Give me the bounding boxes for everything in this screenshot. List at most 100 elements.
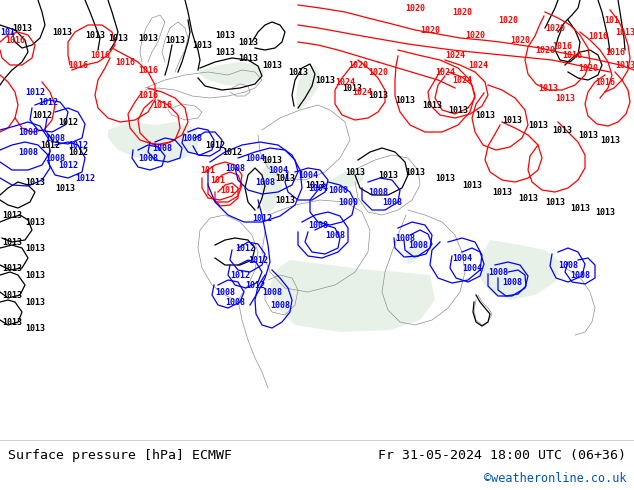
Text: 1008: 1008 xyxy=(215,288,235,296)
Text: 1013: 1013 xyxy=(342,83,362,93)
Text: 1008: 1008 xyxy=(502,277,522,287)
Text: 1013: 1013 xyxy=(615,60,634,70)
Text: 1013: 1013 xyxy=(492,188,512,196)
Text: 1013: 1013 xyxy=(165,35,185,45)
Text: 1013: 1013 xyxy=(538,83,558,93)
Text: 1016: 1016 xyxy=(552,42,572,50)
Text: 1004: 1004 xyxy=(268,166,288,174)
Text: 1008: 1008 xyxy=(225,164,245,172)
Text: 1016: 1016 xyxy=(68,60,88,70)
Text: 1013: 1013 xyxy=(288,68,308,76)
Text: 1016: 1016 xyxy=(138,66,158,74)
Text: 1013: 1013 xyxy=(238,53,258,63)
Text: 1004: 1004 xyxy=(298,171,318,179)
Text: 1013: 1013 xyxy=(238,38,258,47)
Text: 1008: 1008 xyxy=(408,241,428,249)
Text: 1012: 1012 xyxy=(205,141,225,149)
Text: 1008: 1008 xyxy=(270,300,290,310)
Text: 101: 101 xyxy=(604,16,619,24)
Polygon shape xyxy=(296,65,320,110)
Text: 1012: 1012 xyxy=(68,147,88,156)
Text: 1020: 1020 xyxy=(348,60,368,70)
Text: 1016: 1016 xyxy=(90,50,110,59)
Text: 1013: 1013 xyxy=(2,291,22,299)
Text: 1013: 1013 xyxy=(138,33,158,43)
Text: 1012: 1012 xyxy=(235,244,255,252)
Polygon shape xyxy=(478,240,560,300)
Text: 1013: 1013 xyxy=(395,96,415,104)
Text: 1008: 1008 xyxy=(308,220,328,229)
Text: 1013: 1013 xyxy=(215,30,235,40)
Text: 1013: 1013 xyxy=(2,238,22,246)
Text: 1012: 1012 xyxy=(252,214,272,222)
Text: 1013: 1013 xyxy=(595,207,615,217)
Text: 1008: 1008 xyxy=(182,133,202,143)
Text: 1013: 1013 xyxy=(462,180,482,190)
Text: 1013: 1013 xyxy=(275,196,295,204)
Text: 1000: 1000 xyxy=(338,197,358,206)
Text: 1013: 1013 xyxy=(545,197,565,206)
Text: 1008: 1008 xyxy=(255,177,275,187)
Text: ©weatheronline.co.uk: ©weatheronline.co.uk xyxy=(484,472,626,485)
Text: 1013: 1013 xyxy=(305,180,325,190)
Text: 1020: 1020 xyxy=(535,46,555,54)
Text: 1008: 1008 xyxy=(45,133,65,143)
Text: 1008: 1008 xyxy=(262,288,282,296)
Text: 101: 101 xyxy=(221,186,235,195)
Text: 1013: 1013 xyxy=(262,155,282,165)
Text: 1013: 1013 xyxy=(600,136,620,145)
Text: 1013: 1013 xyxy=(422,100,442,109)
Text: 1012: 1012 xyxy=(40,141,60,149)
Text: 1013: 1013 xyxy=(55,184,75,193)
Text: 1008: 1008 xyxy=(18,127,38,137)
Text: 1013: 1013 xyxy=(215,48,235,56)
Text: 1012: 1012 xyxy=(25,88,45,97)
Text: 1020: 1020 xyxy=(420,25,440,34)
Text: 1008: 1008 xyxy=(395,234,415,243)
Text: 1008: 1008 xyxy=(368,188,388,196)
Text: 1008: 1008 xyxy=(570,270,590,279)
Text: 1013: 1013 xyxy=(405,168,425,176)
Text: 1013: 1013 xyxy=(192,41,212,49)
Text: 1013: 1013 xyxy=(52,27,72,36)
Text: 1012: 1012 xyxy=(75,173,95,182)
Text: 1008: 1008 xyxy=(558,261,578,270)
Text: 1016: 1016 xyxy=(562,50,582,59)
Text: 1013: 1013 xyxy=(502,116,522,124)
Text: 1016: 1016 xyxy=(115,57,135,67)
Text: 1013: 1013 xyxy=(475,111,495,120)
Text: 1024: 1024 xyxy=(352,88,372,97)
Text: 1004: 1004 xyxy=(462,264,482,272)
Text: 1013: 1013 xyxy=(108,33,128,43)
Text: 1013: 1013 xyxy=(262,60,282,70)
Text: 1020: 1020 xyxy=(405,3,425,13)
Text: 1008: 1008 xyxy=(488,268,508,276)
Text: 1012: 1012 xyxy=(245,280,265,290)
Text: 1012: 1012 xyxy=(58,118,78,126)
Text: 101: 101 xyxy=(200,166,216,174)
Text: 1013: 1013 xyxy=(555,94,575,102)
Text: Fr 31-05-2024 18:00 UTC (06+36): Fr 31-05-2024 18:00 UTC (06+36) xyxy=(378,449,626,463)
Text: 1012: 1012 xyxy=(38,98,58,106)
Text: 1020: 1020 xyxy=(368,68,388,76)
Text: 1024: 1024 xyxy=(468,60,488,70)
Text: 101: 101 xyxy=(1,27,15,36)
Text: 1020: 1020 xyxy=(578,64,598,73)
Text: 1013: 1013 xyxy=(528,121,548,129)
Polygon shape xyxy=(200,62,265,85)
Text: 1008: 1008 xyxy=(225,297,245,307)
Text: 1013: 1013 xyxy=(2,211,22,220)
Text: 1000: 1000 xyxy=(328,186,348,195)
Text: 1004: 1004 xyxy=(452,253,472,263)
Text: 1013: 1013 xyxy=(2,264,22,272)
Text: 101: 101 xyxy=(210,175,226,185)
Text: 1013: 1013 xyxy=(25,270,45,279)
Text: 1016: 1016 xyxy=(138,91,158,99)
Text: 1008: 1008 xyxy=(138,153,158,163)
Text: 1013: 1013 xyxy=(25,177,45,187)
Text: 1016: 1016 xyxy=(595,77,615,87)
Text: 1004: 1004 xyxy=(308,184,328,193)
Text: 1013: 1013 xyxy=(378,171,398,179)
Text: 1020: 1020 xyxy=(465,30,485,40)
Text: 1008: 1008 xyxy=(18,147,38,156)
